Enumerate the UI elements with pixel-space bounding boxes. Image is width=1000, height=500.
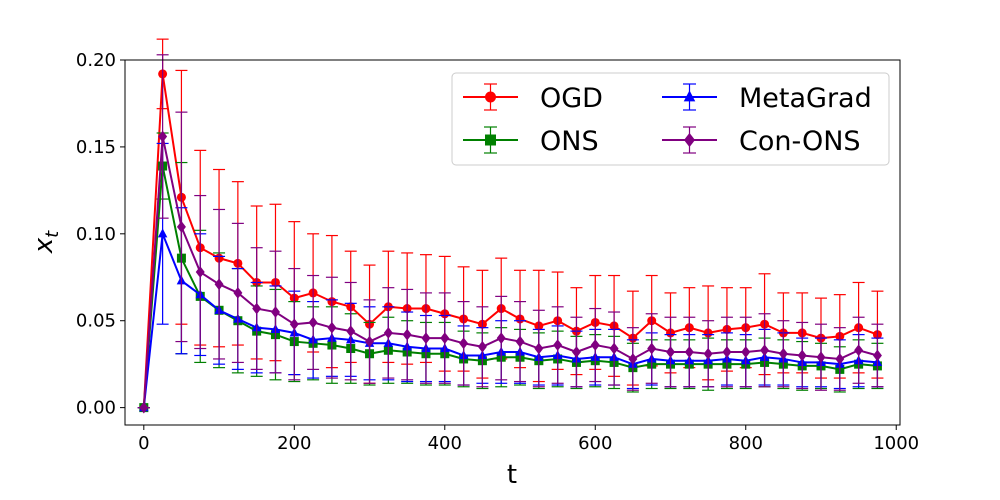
data-point-con-ons (289, 318, 299, 331)
data-point-con-ons (459, 337, 469, 350)
y-axis-title-subscript: t (42, 230, 63, 238)
x-tick-label: 200 (277, 433, 311, 454)
legend: OGD ONS MetaGrad Con-ONS (451, 72, 890, 166)
data-point-con-ons (741, 346, 751, 358)
legend-label: Con-ONS (739, 126, 861, 157)
y-axis-title-main: x (29, 237, 59, 254)
data-point-con-ons (835, 353, 845, 365)
data-point-con-ons (534, 342, 544, 355)
data-point-con-ons (778, 347, 788, 360)
x-axis-title: t (507, 460, 517, 490)
data-point-con-ons (590, 339, 600, 351)
legend-label: ONS (540, 126, 599, 157)
data-point-con-ons (816, 351, 826, 364)
axes: 0 200 400 600 800 1000 0.00 0.05 0.10 0.15 0.20 (76, 50, 919, 454)
data-point-con-ons (496, 332, 506, 344)
series-line-con-ons (142, 136, 878, 408)
data-point-con-ons (797, 349, 807, 362)
x-tick-label: 800 (729, 433, 763, 454)
data-point-metagrad (157, 228, 168, 238)
legend-marker (485, 91, 496, 103)
data-point-con-ons (327, 321, 337, 334)
data-point-con-ons (872, 349, 882, 362)
data-point-con-ons (722, 346, 732, 358)
legend-entry-con-ons: Con-ONS (662, 126, 861, 157)
y-tick-label: 0.15 (76, 137, 116, 158)
y-tick-label: 0.10 (76, 224, 116, 245)
plot-frame (124, 59, 901, 426)
data-point-con-ons (515, 335, 525, 348)
data-point-con-ons (609, 342, 619, 355)
data-point-con-ons (477, 340, 487, 353)
data-point-con-ons (684, 346, 694, 358)
legend-label: OGD (540, 83, 603, 114)
series-line-metagrad (142, 233, 878, 408)
data-point-con-ons (233, 287, 243, 299)
x-tick-label: 0 (138, 433, 149, 454)
data-point-con-ons (158, 130, 168, 143)
series-con-ons (137, 54, 884, 414)
data-point-con-ons (760, 344, 770, 357)
legend-marker (485, 134, 496, 146)
legend-frame (451, 72, 890, 166)
legend-marker (684, 132, 695, 148)
data-point-con-ons (176, 221, 186, 233)
plot-area (137, 38, 884, 414)
data-point-con-ons (666, 346, 676, 358)
data-point-con-ons (854, 344, 864, 357)
data-point-con-ons (139, 401, 149, 414)
legend-entry-metagrad: MetaGrad (662, 83, 872, 114)
data-point-con-ons (647, 342, 657, 355)
svg-text:xt: xt (29, 230, 63, 254)
series-line-ogd (142, 73, 878, 408)
legend-marker (683, 90, 696, 102)
data-point-con-ons (252, 302, 262, 315)
y-tick-label: 0.00 (76, 398, 116, 419)
data-point-con-ons (703, 347, 713, 360)
data-point-con-ons (402, 328, 412, 341)
data-point-con-ons (214, 278, 224, 291)
legend-entry-ons: ONS (463, 126, 599, 157)
data-point-con-ons (195, 266, 205, 278)
data-point-con-ons (383, 327, 393, 339)
data-point-con-ons (270, 306, 280, 318)
data-point-con-ons (628, 353, 638, 365)
x-tick-label: 600 (578, 433, 612, 454)
data-point-con-ons (308, 316, 318, 329)
x-tick-label: 400 (428, 433, 462, 454)
y-axis-title: xt (29, 230, 63, 254)
data-point-con-ons (421, 332, 431, 344)
data-point-con-ons (571, 346, 581, 358)
data-point-con-ons (365, 335, 375, 348)
y-tick-label: 0.05 (76, 311, 116, 332)
data-point-con-ons (553, 339, 563, 351)
data-point-con-ons (346, 325, 356, 337)
series-line-ons (142, 165, 878, 408)
legend-label: MetaGrad (739, 83, 872, 114)
y-tick-label: 0.20 (76, 50, 116, 71)
legend-entry-ogd: OGD (463, 83, 603, 114)
x-tick-label: 1000 (873, 433, 919, 454)
data-point-con-ons (440, 332, 450, 344)
